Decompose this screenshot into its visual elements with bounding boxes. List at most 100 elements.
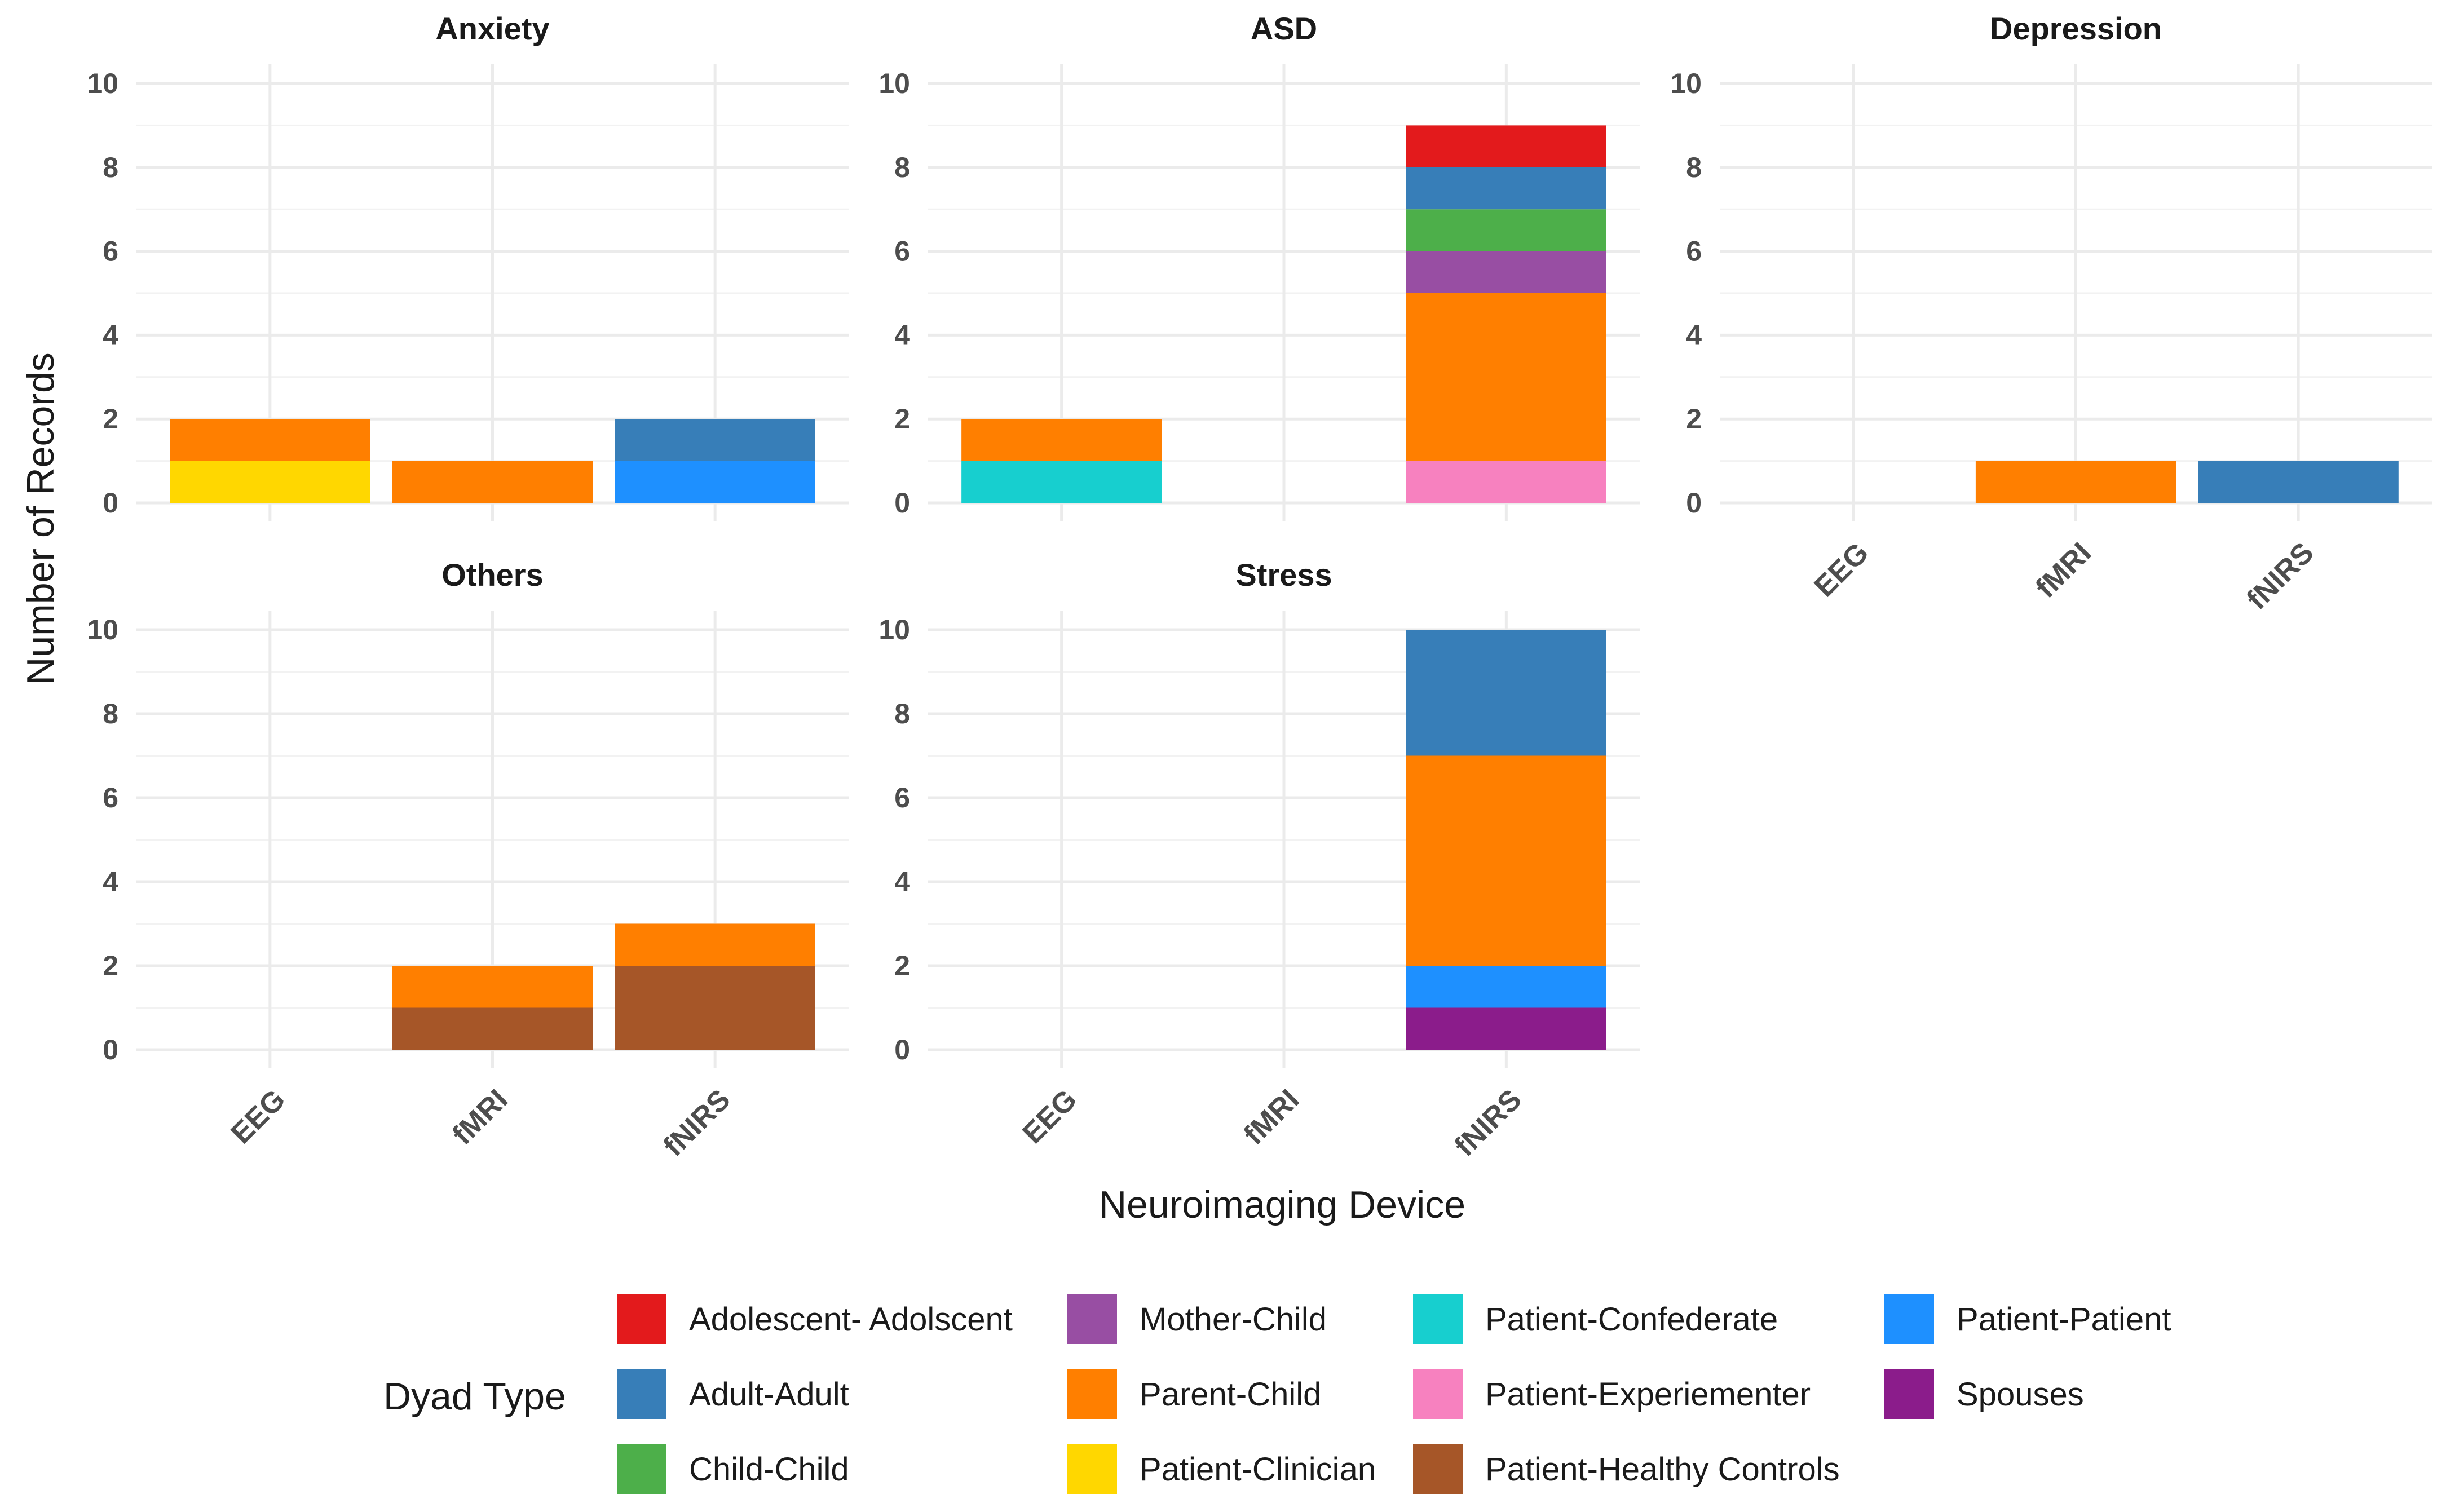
legend-label: Spouses [1957,1376,2084,1413]
y-tick-label: 8 [894,152,910,183]
bar-segment-anxiety-fnirs-adult-adult [615,419,815,461]
legend-swatch [617,1444,666,1494]
facets: 0 2 4 6 8 10 Anxiety 0 2 4 6 8 10 ASD 0 2 4 6 8 10 Depressio… [87,11,2432,1163]
x-tick-label: fNIRS [1449,1083,1528,1162]
y-tick-label: 8 [103,152,118,183]
facet-stress: 0 2 4 6 8 10 Stress EEG fMRI fNIRS [878,557,1640,1163]
x-axis-title: Neuroimaging Device [1099,1183,1465,1226]
legend-label: Patient-Healthy Controls [1485,1451,1840,1488]
y-tick-label: 6 [894,782,910,814]
legend-label: Patient-Confederate [1485,1301,1778,1338]
facet-title: Depression [1990,11,2162,46]
bar-segment-asd-eeg-patient-confederate [961,461,1162,503]
y-tick-label: 10 [1670,68,1702,99]
legend-item-patient-clinician: Patient-Clinician [1067,1444,1376,1494]
facet-title: Anxiety [435,11,549,46]
legend-swatch [617,1294,666,1344]
y-tick-label: 2 [894,950,910,982]
legend-item-patient-experiementer: Patient-Experiementer [1413,1369,1811,1419]
facet-asd: 0 2 4 6 8 10 ASD [878,11,1640,521]
bar-segment-asd-fnirs-child-child [1406,209,1606,251]
legend: Adolescent- Adolscent Adult-Adult Child-Ch… [617,1294,2171,1494]
x-tick-label: fMRI [1238,1083,1306,1151]
legend-swatch [1413,1444,1463,1494]
bar-segment-asd-fnirs-patient-experiementer [1406,461,1606,503]
y-tick-label: 4 [1686,319,1702,351]
y-tick-label: 0 [894,487,910,519]
y-tick-label: 6 [894,236,910,267]
bar-segment-others-fnirs-parent-child [615,923,815,966]
legend-swatch [1067,1444,1117,1494]
legend-label: Patient-Experiementer [1485,1376,1811,1413]
bar-segment-depression-fmri-parent-child [1975,461,2176,503]
y-tick-label: 2 [1686,403,1702,435]
legend-item-mother-child: Mother-Child [1067,1294,1327,1344]
legend-swatch [1067,1294,1117,1344]
bar-segment-stress-fnirs-adult-adult [1406,630,1606,756]
y-tick-label: 0 [103,487,118,519]
facet-title: ASD [1251,11,1317,46]
facet-title: Others [441,557,544,593]
legend-item-spouses: Spouses [1884,1369,2084,1419]
legend-label: Adolescent- Adolscent [689,1301,1013,1338]
y-tick-label: 4 [103,866,118,898]
legend-label: Patient-Patient [1957,1301,2171,1338]
y-tick-label: 4 [894,319,910,351]
facet-anxiety: 0 2 4 6 8 10 Anxiety [87,11,849,521]
bar-segment-anxiety-eeg-parent-child [170,419,370,461]
x-tick-label: fMRI [446,1083,514,1151]
legend-swatch [1067,1369,1117,1419]
bar-segment-stress-fnirs-spouses [1406,1007,1606,1050]
bar-segment-anxiety-fmri-parent-child [392,461,593,503]
y-tick-label: 10 [87,68,118,99]
legend-label: Child-Child [689,1451,849,1488]
x-tick-label: EEG [1808,536,1875,603]
bar-segment-asd-fnirs-mother-child [1406,251,1606,293]
y-tick-label: 0 [894,1034,910,1066]
y-tick-label: 10 [878,614,910,646]
x-tick-label: fNIRS [2241,536,2320,616]
bar-segment-others-fmri-parent-child [392,966,593,1008]
x-tick-label: EEG [225,1083,292,1150]
legend-swatch [617,1369,666,1419]
y-tick-label: 6 [103,236,118,267]
bar-segment-stress-fnirs-parent-child [1406,755,1606,966]
bar-segment-others-fmri-patient-healthy-controls [392,1007,593,1050]
bar-segment-anxiety-fnirs-patient-patient [615,461,815,503]
y-tick-label: 2 [103,403,118,435]
legend-title: Dyad Type [383,1375,566,1418]
facet-others: 0 2 4 6 8 10 Others EEG fMRI fNIRS [87,557,849,1163]
y-tick-label: 2 [894,403,910,435]
legend-item-patient-healthy-controls: Patient-Healthy Controls [1413,1444,1840,1494]
bar-segment-asd-eeg-parent-child [961,419,1162,461]
legend-item-adolescent-adolscent: Adolescent- Adolscent [617,1294,1013,1344]
y-tick-label: 8 [894,698,910,730]
y-tick-label: 10 [87,614,118,646]
bar-segment-depression-fnirs-adult-adult [2198,461,2399,503]
facet-depression: 0 2 4 6 8 10 Depression EEG fMRI fNIRS [1670,11,2432,616]
legend-item-parent-child: Parent-Child [1067,1369,1321,1419]
legend-label: Parent-Child [1140,1376,1321,1413]
bar-segment-asd-fnirs-parent-child [1406,293,1606,461]
x-tick-label: fNIRS [657,1083,737,1162]
legend-item-patient-patient: Patient-Patient [1884,1294,2171,1344]
y-axis-title: Number of Records [19,352,62,685]
y-tick-label: 8 [1686,152,1702,183]
legend-item-child-child: Child-Child [617,1444,849,1494]
y-tick-label: 10 [878,68,910,99]
bar-segment-others-fnirs-patient-healthy-controls [615,966,815,1050]
legend-label: Mother-Child [1140,1301,1327,1338]
legend-label: Adult-Adult [689,1376,849,1413]
bar-segment-anxiety-eeg-patient-clinician [170,461,370,503]
bar-segment-asd-fnirs-adult-adult [1406,167,1606,210]
legend-swatch [1884,1369,1934,1419]
bar-segment-stress-fnirs-patient-patient [1406,966,1606,1008]
legend-swatch [1413,1294,1463,1344]
y-tick-label: 4 [894,866,910,898]
y-tick-label: 2 [103,950,118,982]
legend-item-adult-adult: Adult-Adult [617,1369,849,1419]
bar-segment-asd-fnirs-adolescent-adolscent [1406,125,1606,167]
y-tick-label: 6 [1686,236,1702,267]
y-tick-label: 8 [103,698,118,730]
